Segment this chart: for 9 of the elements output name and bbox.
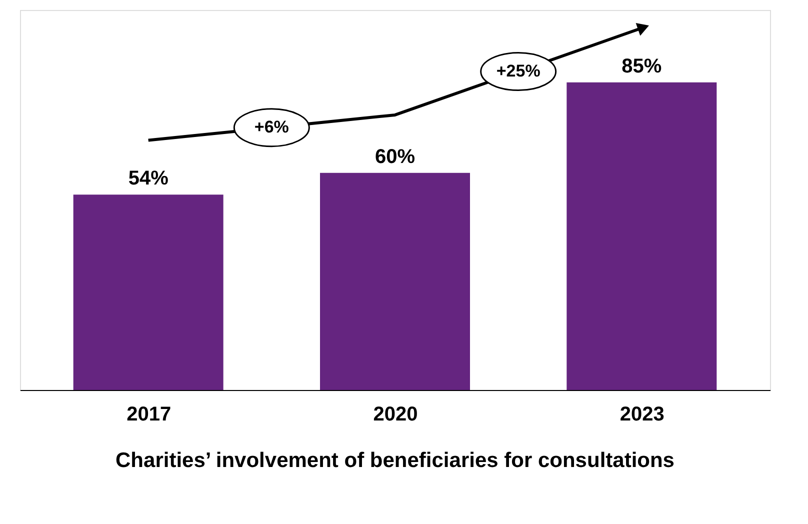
x-tick-label: 2023 xyxy=(620,404,664,426)
data-label: 54% xyxy=(128,168,169,190)
annotation: +6% xyxy=(254,118,289,137)
data-label: 85% xyxy=(622,55,662,78)
x-tick-label: 2017 xyxy=(126,404,172,426)
data-label: 60% xyxy=(374,146,416,168)
text: Charities’ involvement of beneficiaries for consultations xyxy=(116,449,674,472)
x-tick-label: 2020 xyxy=(373,404,418,426)
annotation: +25% xyxy=(496,62,540,81)
